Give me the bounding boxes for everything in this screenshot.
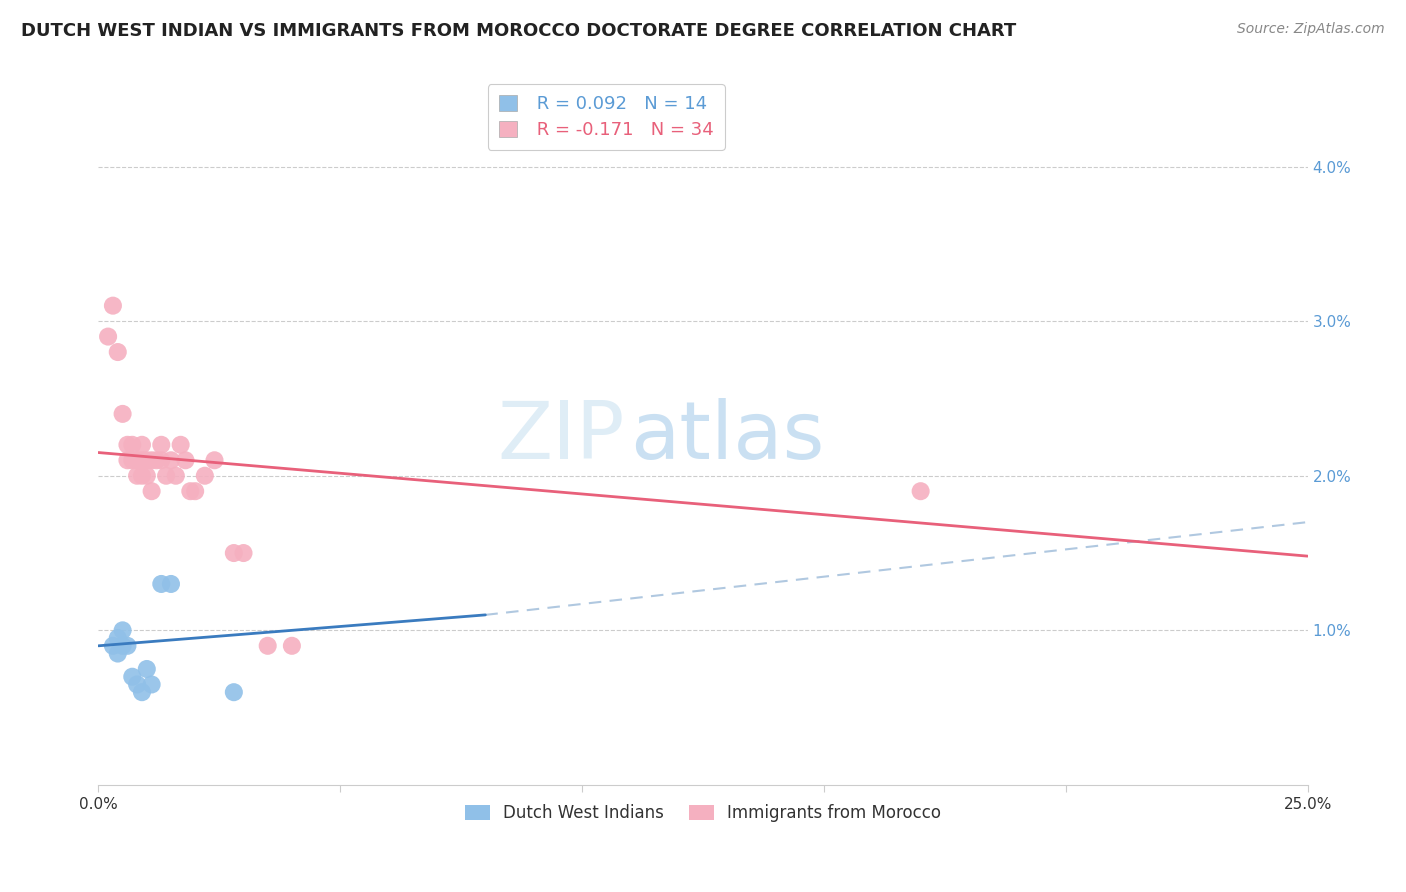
Point [150,438,173,452]
Point [160,453,183,467]
Point [232,546,254,560]
Point [131,685,153,699]
Point [165,468,187,483]
Point [135,468,157,483]
Point [101,639,124,653]
Point [131,453,153,467]
Point [222,546,245,560]
Point [141,484,163,499]
Point [256,639,278,653]
Text: DUTCH WEST INDIAN VS IMMIGRANTS FROM MOROCCO DOCTORATE DEGREE CORRELATION CHART: DUTCH WEST INDIAN VS IMMIGRANTS FROM MOR… [21,22,1017,40]
Point [281,639,304,653]
Point [107,647,129,661]
Point [910,484,932,499]
Point [131,438,153,452]
Text: ZIP: ZIP [498,398,624,476]
Point [121,453,143,467]
Point [131,468,153,483]
Point [117,438,139,452]
Point [150,577,173,591]
Point [111,624,134,638]
Point [155,468,177,483]
Point [141,453,163,467]
Point [121,670,143,684]
Point [117,453,139,467]
Point [141,677,163,691]
Point [97,329,120,343]
Point [169,438,191,452]
Point [117,639,139,653]
Point [127,453,149,467]
Legend: Dutch West Indians, Immigrants from Morocco: Dutch West Indians, Immigrants from Moro… [458,797,948,829]
Point [111,639,134,653]
Point [107,631,129,645]
Point [194,468,217,483]
Point [135,662,157,676]
Point [135,453,157,467]
Point [179,484,201,499]
Text: atlas: atlas [630,398,825,476]
Point [145,453,167,467]
Point [127,468,149,483]
Point [127,677,149,691]
Point [184,484,207,499]
Point [204,453,226,467]
Point [150,453,173,467]
Point [174,453,197,467]
Point [107,345,129,359]
Point [111,407,134,421]
Point [121,438,143,452]
Text: Source: ZipAtlas.com: Source: ZipAtlas.com [1237,22,1385,37]
Point [101,299,124,313]
Point [222,685,245,699]
Point [160,577,183,591]
